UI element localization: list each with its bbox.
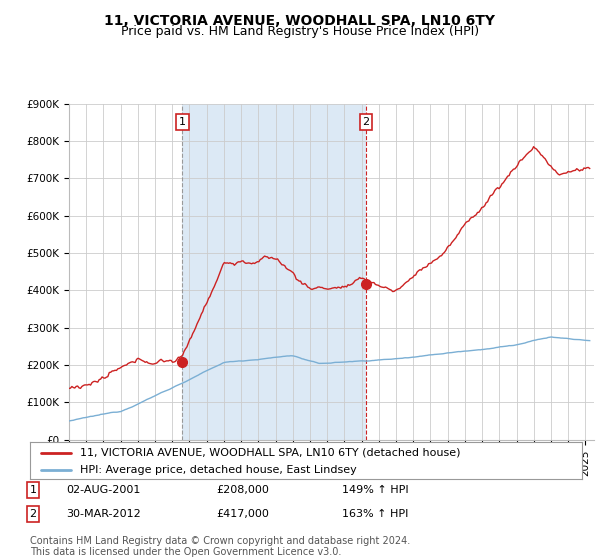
Text: £208,000: £208,000 (216, 485, 269, 495)
Text: 163% ↑ HPI: 163% ↑ HPI (342, 509, 409, 519)
Text: 11, VICTORIA AVENUE, WOODHALL SPA, LN10 6TY (detached house): 11, VICTORIA AVENUE, WOODHALL SPA, LN10 … (80, 447, 460, 458)
Text: 1: 1 (29, 485, 37, 495)
Text: 149% ↑ HPI: 149% ↑ HPI (342, 485, 409, 495)
Text: 11, VICTORIA AVENUE, WOODHALL SPA, LN10 6TY: 11, VICTORIA AVENUE, WOODHALL SPA, LN10 … (104, 14, 496, 28)
Bar (182, 104, 366, 440)
Text: Price paid vs. HM Land Registry's House Price Index (HPI): Price paid vs. HM Land Registry's House … (121, 25, 479, 38)
Text: 30-MAR-2012: 30-MAR-2012 (66, 509, 141, 519)
Text: HPI: Average price, detached house, East Lindsey: HPI: Average price, detached house, East… (80, 465, 356, 475)
Text: 2: 2 (29, 509, 37, 519)
Text: £417,000: £417,000 (216, 509, 269, 519)
Text: 2: 2 (362, 117, 370, 127)
Text: 02-AUG-2001: 02-AUG-2001 (66, 485, 140, 495)
Text: Contains HM Land Registry data © Crown copyright and database right 2024.
This d: Contains HM Land Registry data © Crown c… (30, 535, 410, 557)
Text: 1: 1 (179, 117, 186, 127)
